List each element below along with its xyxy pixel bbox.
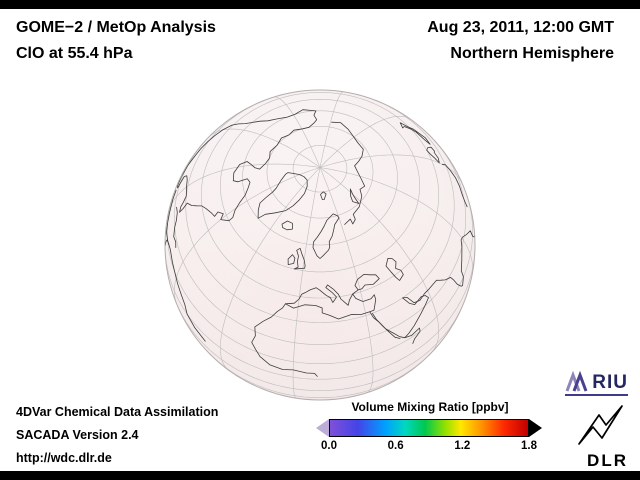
figure-title: GOME−2 / MetOp Analysis	[16, 19, 216, 36]
figure-datetime: Aug 23, 2011, 12:00 GMT	[427, 19, 614, 36]
riu-logo-text: RIU	[592, 372, 628, 393]
colorbar-tick: 1.8	[521, 440, 537, 452]
colorbar-row	[316, 419, 544, 437]
riu-logo-icon	[565, 370, 588, 392]
credit-line-assimilation: 4DVar Chemical Data Assimilation	[16, 405, 219, 419]
riu-logo: RIU	[565, 370, 628, 396]
footer-credits: 4DVar Chemical Data Assimilation SACADA …	[16, 401, 218, 470]
colorbar-tick: 0.0	[321, 440, 337, 452]
top-border-bar	[0, 0, 640, 9]
colorbar-left-arrow	[316, 419, 329, 437]
colorbar-tick: 1.2	[454, 440, 471, 452]
colorbar-tick-labels: 0.0 0.6 1.2 1.8	[321, 440, 537, 454]
dlr-logo: DLR	[566, 404, 628, 469]
dlr-logo-icon	[578, 405, 623, 445]
header-right: Aug 23, 2011, 12:00 GMT Northern Hemisph…	[427, 15, 614, 67]
colorbar-tick: 0.6	[387, 440, 404, 452]
bottom-border-bar	[0, 471, 640, 480]
colorbar: Volume Mixing Ratio [ppbv] 0.0 0.6 1.2 1…	[316, 400, 544, 454]
colorbar-right-arrow	[529, 419, 542, 437]
credit-line-version: SACADA Version 2.4	[16, 428, 139, 442]
dlr-logo-text: DLR	[587, 451, 628, 470]
credit-line-url: http://wdc.dlr.de	[16, 451, 112, 465]
figure-subtitle: ClO at 55.4 hPa	[16, 45, 133, 62]
colorbar-title: Volume Mixing Ratio [ppbv]	[351, 400, 509, 414]
colorbar-gradient-bar	[329, 419, 529, 437]
figure-region: Northern Hemisphere	[450, 45, 614, 62]
header-left: GOME−2 / MetOp Analysis ClO at 55.4 hPa	[16, 15, 216, 67]
